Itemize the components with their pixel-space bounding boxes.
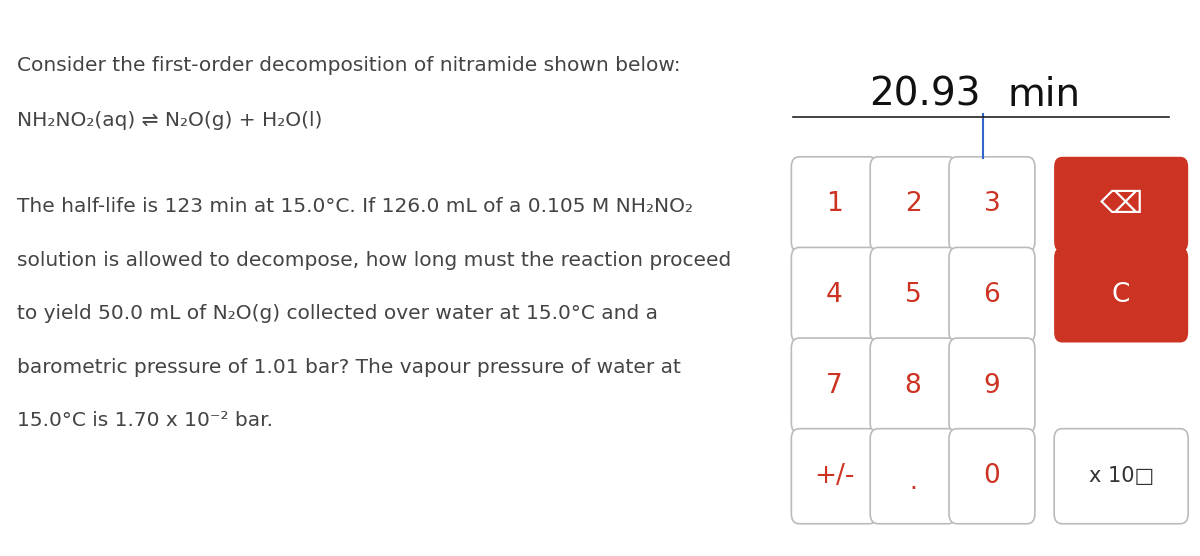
Text: 4: 4 <box>826 282 842 308</box>
Text: .: . <box>910 470 917 494</box>
Text: x 10□: x 10□ <box>1088 466 1153 486</box>
Text: barometric pressure of 1.01 bar? The vapour pressure of water at: barometric pressure of 1.01 bar? The vap… <box>17 358 680 376</box>
FancyBboxPatch shape <box>870 247 956 342</box>
FancyBboxPatch shape <box>949 157 1034 252</box>
FancyBboxPatch shape <box>870 429 956 524</box>
FancyBboxPatch shape <box>1054 157 1188 252</box>
Text: to yield 50.0 mL of N₂O(g) collected over water at 15.0°C and a: to yield 50.0 mL of N₂O(g) collected ove… <box>17 304 658 323</box>
Text: 7: 7 <box>826 373 842 399</box>
Text: 15.0°C is 1.70 x 10⁻² bar.: 15.0°C is 1.70 x 10⁻² bar. <box>17 411 272 430</box>
FancyBboxPatch shape <box>949 338 1034 433</box>
Text: Consider the first-order decomposition of nitramide shown below:: Consider the first-order decomposition o… <box>17 56 680 75</box>
Text: +/-: +/- <box>814 463 854 489</box>
Text: 5: 5 <box>905 282 922 308</box>
Text: 9: 9 <box>984 373 1001 399</box>
FancyBboxPatch shape <box>949 247 1034 342</box>
FancyBboxPatch shape <box>791 247 877 342</box>
Text: 2: 2 <box>905 191 922 217</box>
FancyBboxPatch shape <box>1054 429 1188 524</box>
FancyBboxPatch shape <box>870 157 956 252</box>
FancyBboxPatch shape <box>791 429 877 524</box>
Text: 1: 1 <box>826 191 842 217</box>
Text: 6: 6 <box>984 282 1001 308</box>
Text: 3: 3 <box>984 191 1001 217</box>
FancyBboxPatch shape <box>870 338 956 433</box>
Text: 8: 8 <box>905 373 922 399</box>
Text: 20.93: 20.93 <box>870 76 982 114</box>
FancyBboxPatch shape <box>791 157 877 252</box>
Text: min: min <box>1007 76 1080 114</box>
Text: NH₂NO₂(aq) ⇌ N₂O(g) + H₂O(l): NH₂NO₂(aq) ⇌ N₂O(g) + H₂O(l) <box>17 111 322 130</box>
Text: ⌫: ⌫ <box>1099 190 1142 219</box>
Text: 0: 0 <box>984 463 1001 489</box>
Text: The half-life is 123 min at 15.0°C. If 126.0 mL of a 0.105 M NH₂NO₂: The half-life is 123 min at 15.0°C. If 1… <box>17 197 692 216</box>
FancyBboxPatch shape <box>1054 247 1188 342</box>
FancyBboxPatch shape <box>791 338 877 433</box>
Text: solution is allowed to decompose, how long must the reaction proceed: solution is allowed to decompose, how lo… <box>17 251 731 270</box>
FancyBboxPatch shape <box>949 429 1034 524</box>
Text: C: C <box>1112 282 1130 308</box>
